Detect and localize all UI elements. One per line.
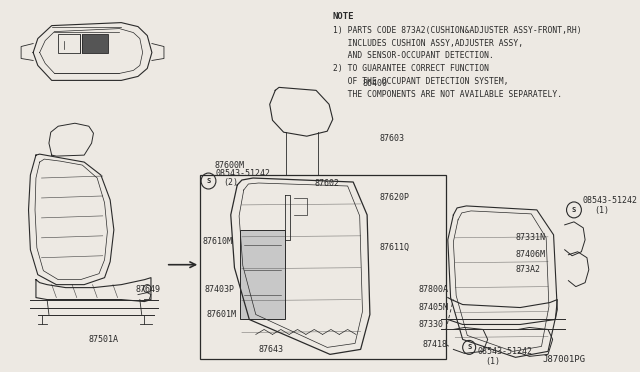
Text: NOTE: NOTE (333, 12, 355, 20)
Text: S: S (572, 207, 576, 213)
Text: 87501A: 87501A (89, 335, 119, 344)
Text: J87001PG: J87001PG (542, 355, 585, 364)
Text: 87643: 87643 (259, 345, 284, 354)
Text: 87601M: 87601M (207, 310, 237, 319)
Text: 87331N: 87331N (516, 233, 545, 242)
Text: S: S (206, 178, 211, 184)
Text: 87603: 87603 (379, 134, 404, 143)
Text: OF THE OCCUPANT DETECTION SYSTEM,: OF THE OCCUPANT DETECTION SYSTEM, (333, 77, 508, 86)
Bar (83, 33, 108, 54)
Text: INCLUDES CUSHION ASSY,ADJUSTER ASSY,: INCLUDES CUSHION ASSY,ADJUSTER ASSY, (333, 39, 523, 48)
Text: 87418: 87418 (423, 340, 448, 349)
Text: 87602: 87602 (314, 179, 339, 187)
Bar (240, 230, 285, 320)
Text: 87800A: 87800A (418, 285, 448, 294)
Text: 87403P: 87403P (205, 285, 235, 294)
Text: 86400: 86400 (362, 79, 387, 88)
Bar (200, 175, 446, 359)
Bar (58, 33, 81, 54)
Text: S: S (467, 344, 471, 350)
Text: 87649: 87649 (135, 285, 160, 294)
Text: (1): (1) (595, 206, 609, 215)
Text: 08543-51242: 08543-51242 (582, 196, 637, 205)
Text: 08543-51242: 08543-51242 (216, 169, 271, 178)
Text: 87610M: 87610M (203, 237, 233, 246)
Text: AND SENSOR-OCCUPANT DETECTION.: AND SENSOR-OCCUPANT DETECTION. (333, 51, 493, 61)
Text: THE COMPONENTS ARE NOT AVAILABLE SEPARATELY.: THE COMPONENTS ARE NOT AVAILABLE SEPARAT… (333, 90, 562, 99)
Text: 87406M: 87406M (516, 250, 545, 259)
Text: (2): (2) (223, 178, 238, 187)
Text: 873A2: 873A2 (516, 265, 541, 274)
Text: 1) PARTS CODE 873A2(CUSHION&ADJUSTER ASSY-FRONT,RH): 1) PARTS CODE 873A2(CUSHION&ADJUSTER ASS… (333, 26, 581, 35)
Text: 87330: 87330 (418, 320, 443, 329)
Text: 87405M: 87405M (418, 303, 448, 312)
Text: 2) TO GUARANTEE CORRECT FUNCTION: 2) TO GUARANTEE CORRECT FUNCTION (333, 64, 489, 73)
Text: 87611Q: 87611Q (379, 243, 409, 252)
Text: 87620P: 87620P (379, 193, 409, 202)
Text: 87600M: 87600M (214, 161, 244, 170)
Text: (1): (1) (485, 357, 500, 366)
Text: 08543-51242: 08543-51242 (477, 347, 532, 356)
